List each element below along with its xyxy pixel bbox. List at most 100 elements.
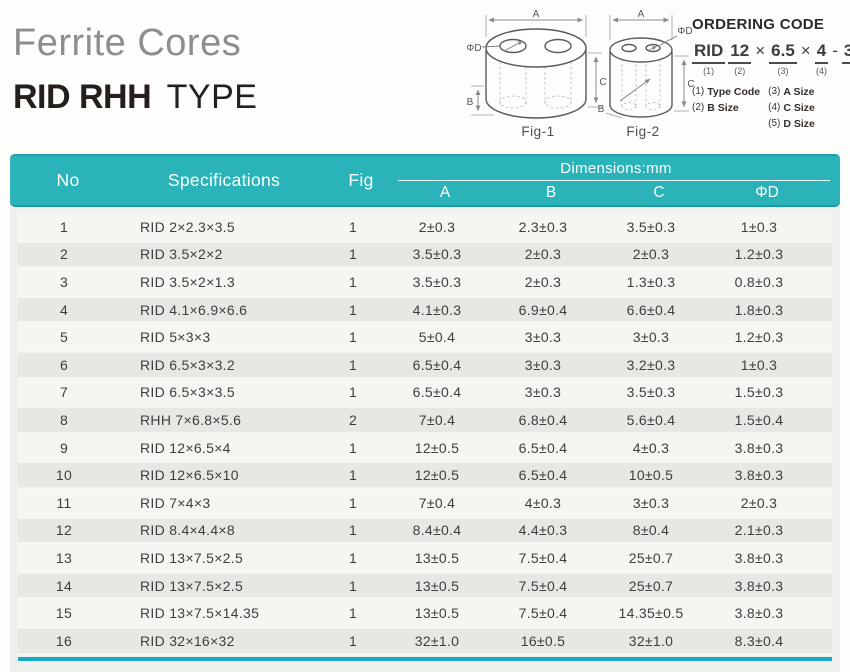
cell-fig: 1 [348,273,358,290]
cell-dim-b: 7.5±0.4 [518,577,568,594]
fig1-dim-d-label: ΦD [466,43,481,54]
fig2-dim-d-label: ΦD [677,26,692,37]
table-row: 12 RID 8.4×4.4×8 1 8.4±0.4 4.4±0.3 8±0.4… [18,516,832,545]
cell-no: 6 [59,356,69,373]
table-row: 9 RID 12×6.5×4 1 12±0.5 6.5±0.4 4±0.3 3.… [18,433,832,462]
table-row: 8 RHH 7×6.8×5.6 2 7±0.4 6.8±0.4 5.6±0.4 … [18,406,832,434]
cell-dim-b: 2±0.3 [524,246,562,263]
ordering-code-part: 4 (4) [814,41,829,76]
ordering-code-legend: (1) Type Code (2) B Size (3) A Size (4) [692,84,848,132]
table-row: 13 RID 13×7.5×2.5 1 13±0.5 7.5±0.4 25±0.… [18,544,832,572]
cell-dim-a: 5±0.4 [418,329,456,346]
cell-dim-phi-d: 1±0.3 [740,356,778,373]
cell-dim-c: 10±0.5 [628,467,674,484]
legend-item: (5) D Size [768,118,815,130]
cell-no: 14 [55,577,73,594]
cell-no: 13 [55,549,73,566]
ordering-code-part: RID (1) [692,41,726,76]
cell-dim-b: 4.4±0.3 [518,522,568,539]
fig2-dim-b-label: B [598,104,605,115]
cell-dim-a: 8.4±0.4 [412,522,462,539]
cell-no: 16 [55,632,73,649]
cell-dim-b: 3±0.3 [524,384,562,401]
cell-specification: RID 12×6.5×10 [140,467,239,484]
fig2-caption: Fig-2 [626,124,659,139]
cell-dim-c: 4±0.3 [632,439,670,456]
legend-item: (4) C Size [768,102,815,114]
cell-dim-a: 12±0.5 [414,467,460,484]
cell-dim-b: 2±0.3 [524,273,562,290]
cell-fig: 1 [348,577,358,594]
cell-no: 9 [59,439,69,456]
cell-dim-a: 32±1.0 [414,632,460,649]
ordering-code-part: - [832,41,838,60]
cell-dim-a: 13±0.5 [414,605,460,622]
cell-dim-c: 1.3±0.3 [626,273,676,290]
table-row: 1 RID 2×2.3×3.5 1 2±0.3 2.3±0.3 3.5±0.3 … [18,213,832,241]
cell-fig: 1 [348,549,358,566]
cell-no: 5 [59,329,69,346]
col-header-no: No [56,170,80,190]
table-body: 1 RID 2×2.3×3.5 1 2±0.3 2.3±0.3 3.5±0.3 … [18,213,832,655]
dimensions-group-header: Dimensions:mm A B C ΦD [392,156,840,205]
cell-dim-c: 14.35±0.5 [618,605,684,622]
cell-dim-phi-d: 8.3±0.4 [734,632,784,649]
cell-dim-a: 6.5±0.4 [412,356,462,373]
cell-dim-c: 2±0.3 [632,246,670,263]
table-bottom-accent-line [18,656,832,661]
dimensions-underline [398,180,830,181]
cell-specification: RID 13×7.5×14.35 [140,605,260,622]
fig-2-drawing: A ΦD C B Fig-2 [596,6,698,147]
cell-fig: 1 [348,522,358,539]
dimensions-title: Dimensions:mm [560,160,672,177]
legend-column-left: (1) Type Code (2) B Size [692,84,760,132]
cell-no: 10 [55,467,73,484]
cell-specification: RID 12×6.5×4 [140,439,231,456]
cell-dim-c: 8±0.4 [632,522,670,539]
cell-dim-a: 12±0.5 [414,439,460,456]
cell-fig: 1 [348,301,358,318]
legend-item: (2) B Size [692,102,739,114]
cell-no: 1 [59,218,69,235]
cell-dim-phi-d: 3.8±0.3 [734,439,784,456]
fig2-dim-c-label: C [687,79,694,90]
cell-dim-c: 25±0.7 [628,549,674,566]
cell-dim-a: 13±0.5 [414,577,460,594]
cell-fig: 1 [348,494,358,511]
ordering-code-part: 6.5 (3) [769,41,797,76]
cell-no: 7 [59,384,69,401]
type-word: TYPE [166,78,258,116]
cell-fig: 1 [348,246,358,263]
cell-specification: RID 8.4×4.4×8 [140,522,235,539]
cell-specification: RID 6.5×3×3.2 [140,356,235,373]
fig-1-core-diagram: A ΦD C B Fig-1 [466,9,606,139]
cell-fig: 1 [348,467,358,484]
cell-dim-b: 6.9±0.4 [518,301,568,318]
cell-dim-b: 4±0.3 [524,494,562,511]
table-row: 4 RID 4.1×6.9×6.6 1 4.1±0.3 6.9±0.4 6.6±… [18,295,832,324]
cell-dim-a: 4.1±0.3 [412,301,462,318]
cell-no: 12 [55,522,73,539]
fig1-dim-b-label: B [467,97,474,108]
cell-dim-phi-d: 2.1±0.3 [734,522,784,539]
cell-no: 15 [55,605,73,622]
cell-specification: RID 3.5×2×1.3 [140,273,235,290]
cell-specification: RID 3.5×2×2 [140,246,223,263]
table-row: 5 RID 5×3×3 1 5±0.4 3±0.3 3±0.3 1.2±0.3 [18,323,832,351]
cell-dim-phi-d: 1.8±0.3 [734,301,784,318]
cell-dim-a: 3.5±0.3 [412,273,462,290]
cell-dim-c: 25±0.7 [628,577,674,594]
cell-specification: RID 13×7.5×2.5 [140,549,244,566]
cell-dim-a: 3.5±0.3 [412,246,462,263]
cell-dim-b: 6.5±0.4 [518,467,568,484]
cell-dim-c: 32±1.0 [628,632,674,649]
cell-fig: 1 [348,439,358,456]
ordering-code-block: ORDERING CODE RID (1) 12 (2) × 6.5 (3) [692,16,850,132]
cell-specification: RID 13×7.5×2.5 [140,577,244,594]
cell-dim-phi-d: 3.8±0.3 [734,577,784,594]
cell-dim-b: 7.5±0.4 [518,605,568,622]
page-title: Ferrite Cores [13,22,242,64]
cell-dim-b: 3±0.3 [524,356,562,373]
cell-dim-c: 3.5±0.3 [626,384,676,401]
fig1-dim-c-label: C [599,77,606,88]
